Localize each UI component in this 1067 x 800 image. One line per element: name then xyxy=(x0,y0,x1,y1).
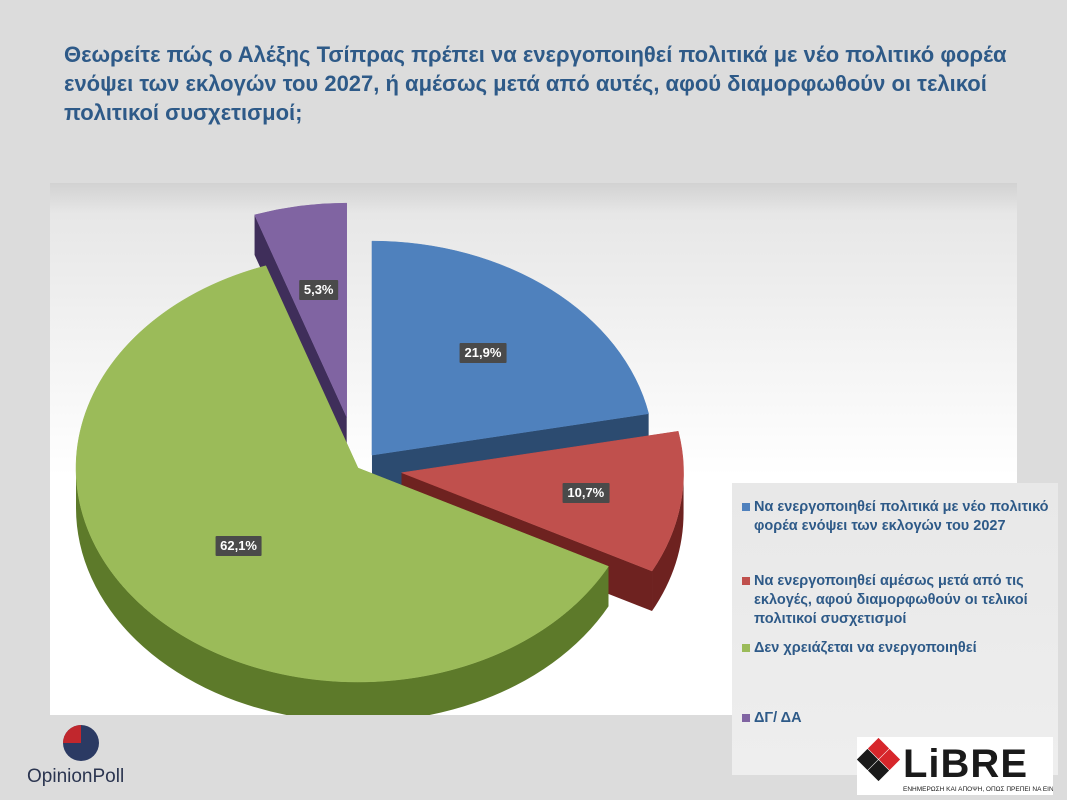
pie-top-faces xyxy=(75,202,684,683)
legend-swatch-2 xyxy=(742,577,750,585)
legend-swatch-1 xyxy=(742,503,750,511)
pie-slice-side-2-rim xyxy=(652,472,684,612)
legend-label-1: Να ενεργοποιηθεί πολιτικά με νέο πολιτικ… xyxy=(754,499,1049,534)
data-label-slice-1: 21,9% xyxy=(459,342,507,363)
pie-chart xyxy=(75,202,684,715)
pie-slice-1 xyxy=(371,240,649,456)
pie-slice-2 xyxy=(400,431,684,572)
chart-title: Θεωρείτε πώς ο Αλέξης Τσίπρας πρέπει να … xyxy=(64,42,1007,125)
legend-item-2: Να ενεργοποιηθεί αμέσως μετά από τις εκλ… xyxy=(742,572,1052,629)
legend-label-4: ΔΓ/ ΔΑ xyxy=(754,710,802,726)
legend-item-1: Να ενεργοποιηθεί πολιτικά με νέο πολιτικ… xyxy=(742,498,1052,536)
legend-label-2: Να ενεργοποιηθεί αμέσως μετά από τις εκλ… xyxy=(754,573,1028,627)
opinion-poll-wordmark: OpinionPoll xyxy=(27,766,125,787)
libre-logo-graphic: LiBRE ΕΝΗΜΕΡΩΣΗ ΚΑΙ ΑΠΟΨΗ, ΟΠΩΣ ΠΡΕΠΕΙ Ν… xyxy=(856,737,1065,793)
svg-text:LiBRE: LiBRE xyxy=(903,742,1028,786)
data-label-slice-4: 5,3% xyxy=(298,280,339,301)
data-label-slice-2: 10,7% xyxy=(562,482,610,503)
svg-text:ΕΝΗΜΕΡΩΣΗ ΚΑΙ ΑΠΟΨΗ, ΟΠΩΣ ΠΡΕΠ: ΕΝΗΜΕΡΩΣΗ ΚΑΙ ΑΠΟΨΗ, ΟΠΩΣ ΠΡΕΠΕΙ ΝΑ ΕΙΝΑ… xyxy=(903,786,1053,793)
libre-logo: LiBRE ΕΝΗΜΕΡΩΣΗ ΚΑΙ ΑΠΟΨΗ, ΟΠΩΣ ΠΡΕΠΕΙ Ν… xyxy=(856,737,1065,795)
legend-label-3: Δεν χρειάζεται να ενεργοποιηθεί xyxy=(754,640,977,656)
pie-slice-side-3-rim xyxy=(76,468,609,715)
legend: Να ενεργοποιηθεί πολιτικά με νέο πολιτικ… xyxy=(732,483,1058,775)
data-label-slice-3: 62,1% xyxy=(215,536,262,557)
legend-swatch-4 xyxy=(742,714,750,722)
pie-slice-3 xyxy=(75,265,609,683)
legend-item-3: Δεν χρειάζεται να ενεργοποιηθεί xyxy=(742,639,1052,658)
pie-slice-4 xyxy=(254,202,347,418)
opinion-poll-logo: OpinionPoll xyxy=(27,724,157,794)
legend-swatch-3 xyxy=(742,644,750,652)
opinion-poll-circle-icon xyxy=(63,725,99,761)
legend-item-4: ΔΓ/ ΔΑ xyxy=(742,709,1052,728)
chart-area: 21,9% 10,7% 62,1% 5,3% Να ενεργοποιηθεί πολ… xyxy=(50,183,1058,775)
